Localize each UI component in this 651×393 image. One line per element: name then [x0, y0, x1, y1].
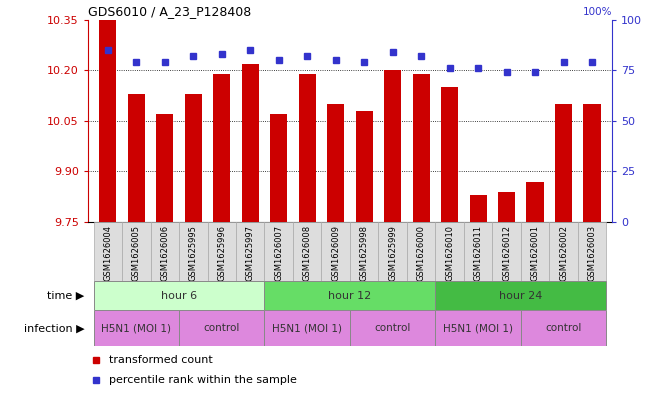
FancyBboxPatch shape [407, 222, 436, 281]
FancyBboxPatch shape [492, 222, 521, 281]
FancyBboxPatch shape [549, 222, 578, 281]
Bar [99, 20, 117, 222]
Text: 100%: 100% [583, 7, 612, 17]
Text: GSM1625995: GSM1625995 [189, 225, 198, 281]
Bar [128, 94, 145, 222]
FancyBboxPatch shape [464, 222, 492, 281]
Bar [413, 73, 430, 222]
Text: transformed count: transformed count [109, 355, 213, 365]
Bar [469, 195, 486, 222]
Bar [94, 281, 264, 310]
FancyBboxPatch shape [264, 222, 293, 281]
Text: GSM1626009: GSM1626009 [331, 225, 340, 281]
Text: control: control [374, 323, 411, 333]
Bar [299, 73, 316, 222]
Bar [521, 310, 606, 346]
Bar [94, 310, 179, 346]
Text: GSM1626001: GSM1626001 [531, 225, 540, 281]
Bar [185, 94, 202, 222]
FancyBboxPatch shape [378, 222, 407, 281]
FancyBboxPatch shape [521, 222, 549, 281]
FancyBboxPatch shape [350, 222, 378, 281]
Text: GSM1625996: GSM1625996 [217, 225, 227, 281]
FancyBboxPatch shape [578, 222, 606, 281]
FancyBboxPatch shape [150, 222, 179, 281]
Text: hour 12: hour 12 [328, 291, 372, 301]
Text: GSM1626007: GSM1626007 [274, 225, 283, 281]
Text: GSM1626008: GSM1626008 [303, 225, 312, 281]
Text: GSM1626002: GSM1626002 [559, 225, 568, 281]
Bar [384, 70, 401, 222]
Text: GSM1625997: GSM1625997 [245, 225, 255, 281]
Text: percentile rank within the sample: percentile rank within the sample [109, 375, 297, 386]
Text: hour 24: hour 24 [499, 291, 542, 301]
Bar [242, 64, 258, 222]
Bar [264, 281, 436, 310]
Text: GSM1626003: GSM1626003 [587, 225, 596, 281]
Text: H5N1 (MOI 1): H5N1 (MOI 1) [102, 323, 171, 333]
FancyBboxPatch shape [94, 222, 122, 281]
Text: GSM1626004: GSM1626004 [104, 225, 113, 281]
FancyBboxPatch shape [236, 222, 264, 281]
Bar [214, 73, 230, 222]
Text: H5N1 (MOI 1): H5N1 (MOI 1) [443, 323, 513, 333]
Bar [350, 310, 436, 346]
FancyBboxPatch shape [436, 222, 464, 281]
Text: GSM1626005: GSM1626005 [132, 225, 141, 281]
Text: GSM1625999: GSM1625999 [388, 225, 397, 281]
Bar [327, 104, 344, 222]
Bar [264, 310, 350, 346]
Text: GSM1626012: GSM1626012 [502, 225, 511, 281]
Bar [436, 310, 521, 346]
Text: GSM1626010: GSM1626010 [445, 225, 454, 281]
Bar [441, 87, 458, 222]
Bar [270, 114, 287, 222]
Bar [156, 114, 173, 222]
Bar [527, 182, 544, 222]
Text: time ▶: time ▶ [48, 291, 85, 301]
Bar [179, 310, 264, 346]
Text: GSM1625998: GSM1625998 [359, 225, 368, 281]
Text: GSM1626011: GSM1626011 [473, 225, 482, 281]
FancyBboxPatch shape [179, 222, 208, 281]
Text: H5N1 (MOI 1): H5N1 (MOI 1) [272, 323, 342, 333]
Text: control: control [204, 323, 240, 333]
Bar [436, 281, 606, 310]
FancyBboxPatch shape [208, 222, 236, 281]
Bar [583, 104, 600, 222]
Bar [355, 111, 372, 222]
Bar [498, 192, 515, 222]
FancyBboxPatch shape [293, 222, 322, 281]
Text: hour 6: hour 6 [161, 291, 197, 301]
Text: infection ▶: infection ▶ [24, 323, 85, 333]
Text: GSM1626000: GSM1626000 [417, 225, 426, 281]
Bar [555, 104, 572, 222]
Text: GSM1626006: GSM1626006 [160, 225, 169, 281]
Text: control: control [546, 323, 582, 333]
Text: GDS6010 / A_23_P128408: GDS6010 / A_23_P128408 [88, 6, 251, 18]
FancyBboxPatch shape [122, 222, 150, 281]
FancyBboxPatch shape [322, 222, 350, 281]
